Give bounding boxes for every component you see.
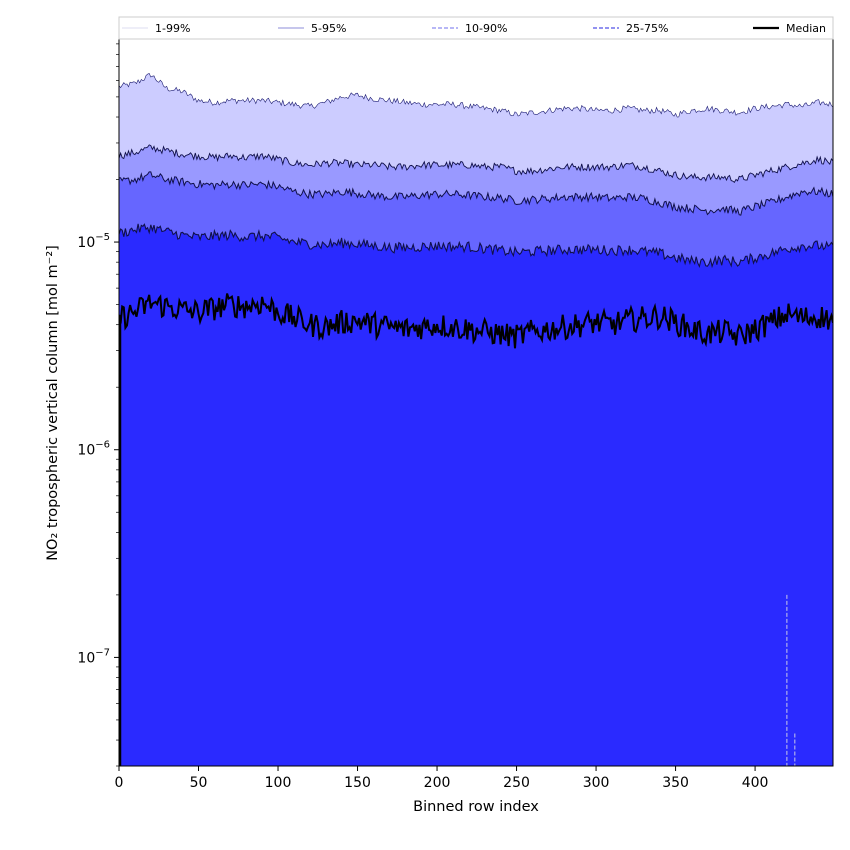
- legend-label: Median: [786, 22, 826, 35]
- legend: 1-99% 5-95% 10-90% 25-75% Median: [118, 16, 834, 40]
- plot-area: [119, 39, 833, 766]
- line-25: [119, 223, 833, 269]
- y-axis-label: NO₂ tropospheric vertical column [mol m⁻…: [45, 245, 61, 561]
- x-tick-label: 0: [115, 775, 124, 791]
- legend-box: [118, 16, 834, 40]
- band-lower: [119, 223, 833, 766]
- y-axis: 10−5 10−6 10−7: [77, 43, 119, 767]
- line-75: [119, 171, 833, 216]
- x-tick-label: 300: [583, 775, 610, 791]
- median-line: [119, 293, 833, 349]
- line-90: [119, 144, 833, 183]
- y-tick-label: 10−6: [77, 440, 110, 459]
- band-5-95: [119, 73, 833, 183]
- x-tick-label: 250: [503, 775, 530, 791]
- x-axis-label: Binned row index: [413, 799, 539, 815]
- x-tick-label: 50: [190, 775, 208, 791]
- legend-label: 10-90%: [465, 22, 507, 35]
- legend-label: 1-99%: [155, 22, 190, 35]
- x-tick-label: 150: [344, 775, 371, 791]
- legend-label: 5-95%: [311, 22, 346, 35]
- x-tick-label: 100: [265, 775, 292, 791]
- line-95: [119, 73, 833, 118]
- x-axis: 0 50 100 150 200 250 300 350 400: [115, 766, 769, 791]
- x-tick-label: 200: [424, 775, 451, 791]
- y-tick-label: 10−5: [77, 232, 110, 251]
- legend-label: 25-75%: [626, 22, 668, 35]
- x-tick-label: 350: [662, 775, 689, 791]
- y-tick-label: 10−7: [77, 647, 110, 666]
- x-tick-label: 400: [742, 775, 769, 791]
